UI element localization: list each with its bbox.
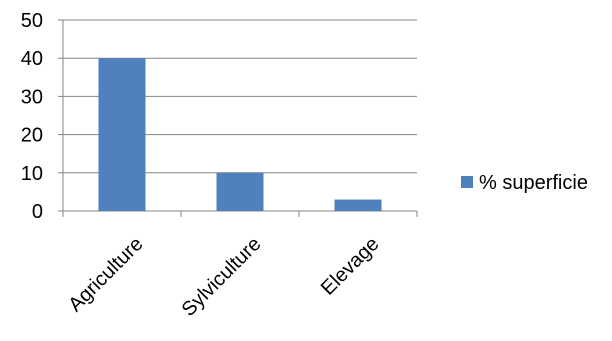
x-tick-label: Elevage bbox=[317, 233, 384, 300]
y-tick-label: 40 bbox=[21, 48, 43, 70]
y-tick-label: 50 bbox=[21, 10, 43, 32]
y-tick-label: 20 bbox=[21, 125, 43, 147]
legend-swatch bbox=[461, 176, 473, 188]
x-tick-labels: Agriculture Sylviculture Elevage bbox=[64, 233, 383, 321]
bar-agriculture bbox=[98, 58, 146, 212]
y-tick-label: 0 bbox=[32, 201, 43, 223]
legend: % superficie bbox=[461, 172, 588, 194]
bar-elevage bbox=[334, 199, 382, 211]
x-tick-label: Sylviculture bbox=[178, 233, 266, 321]
bars bbox=[98, 58, 382, 212]
bar-sylviculture bbox=[216, 172, 264, 211]
y-tick-labels: 0 10 20 30 40 50 bbox=[21, 10, 43, 223]
x-tick-label: Agriculture bbox=[64, 233, 147, 316]
y-tick-label: 10 bbox=[21, 163, 43, 185]
legend-label: % superficie bbox=[479, 172, 588, 194]
y-tick-label: 30 bbox=[21, 86, 43, 108]
